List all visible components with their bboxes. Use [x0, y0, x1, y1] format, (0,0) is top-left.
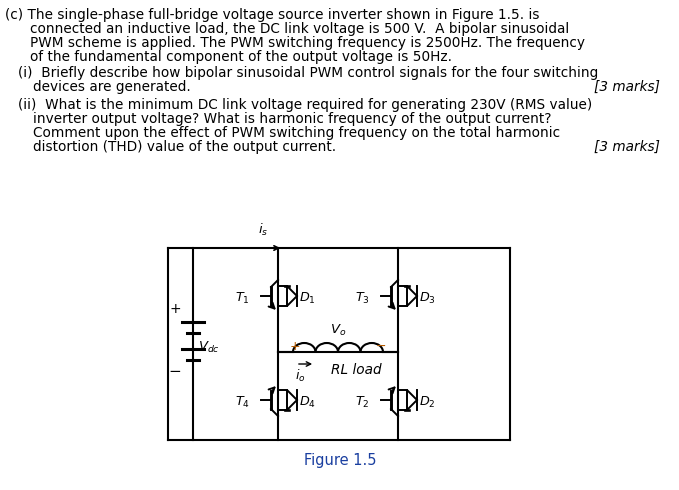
- Text: $i_s$: $i_s$: [258, 222, 268, 238]
- Text: connected an inductive load, the DC link voltage is 500 V.  A bipolar sinusoidal: connected an inductive load, the DC link…: [30, 22, 569, 36]
- Text: +: +: [290, 340, 300, 352]
- Text: (c) The single-phase full-bridge voltage source inverter shown in Figure 1.5. is: (c) The single-phase full-bridge voltage…: [5, 8, 540, 22]
- Text: RL load: RL load: [331, 363, 382, 377]
- Text: Figure 1.5: Figure 1.5: [304, 452, 376, 467]
- Text: $i_o$: $i_o$: [295, 368, 306, 384]
- Text: $T_1$: $T_1$: [236, 291, 250, 306]
- Text: (ii)  What is the minimum DC link voltage required for generating 230V (RMS valu: (ii) What is the minimum DC link voltage…: [18, 98, 592, 112]
- Text: [3 marks]: [3 marks]: [594, 140, 660, 154]
- Text: [3 marks]: [3 marks]: [594, 80, 660, 94]
- Text: Comment upon the effect of PWM switching frequency on the total harmonic: Comment upon the effect of PWM switching…: [33, 126, 560, 140]
- Text: −: −: [375, 340, 386, 352]
- Text: $D_4$: $D_4$: [299, 394, 316, 410]
- Text: $D_1$: $D_1$: [299, 291, 316, 306]
- Text: PWM scheme is applied. The PWM switching frequency is 2500Hz. The frequency: PWM scheme is applied. The PWM switching…: [30, 36, 585, 50]
- Text: −: −: [168, 365, 181, 379]
- Text: +: +: [169, 302, 181, 316]
- Text: $D_3$: $D_3$: [419, 291, 436, 306]
- Text: inverter output voltage? What is harmonic frequency of the output current?: inverter output voltage? What is harmoni…: [33, 112, 551, 126]
- Text: $D_2$: $D_2$: [419, 394, 436, 410]
- Text: (i)  Briefly describe how bipolar sinusoidal PWM control signals for the four sw: (i) Briefly describe how bipolar sinusoi…: [18, 66, 598, 80]
- Text: $T_3$: $T_3$: [355, 291, 370, 306]
- Text: of the fundamental component of the output voltage is 50Hz.: of the fundamental component of the outp…: [30, 50, 452, 64]
- Text: devices are generated.: devices are generated.: [33, 80, 191, 94]
- Text: distortion (THD) value of the output current.: distortion (THD) value of the output cur…: [33, 140, 336, 154]
- Text: $V_{dc}$: $V_{dc}$: [198, 340, 220, 355]
- Text: $V_o$: $V_o$: [330, 323, 346, 338]
- Text: $T_2$: $T_2$: [355, 394, 370, 410]
- Text: $T_4$: $T_4$: [235, 394, 250, 410]
